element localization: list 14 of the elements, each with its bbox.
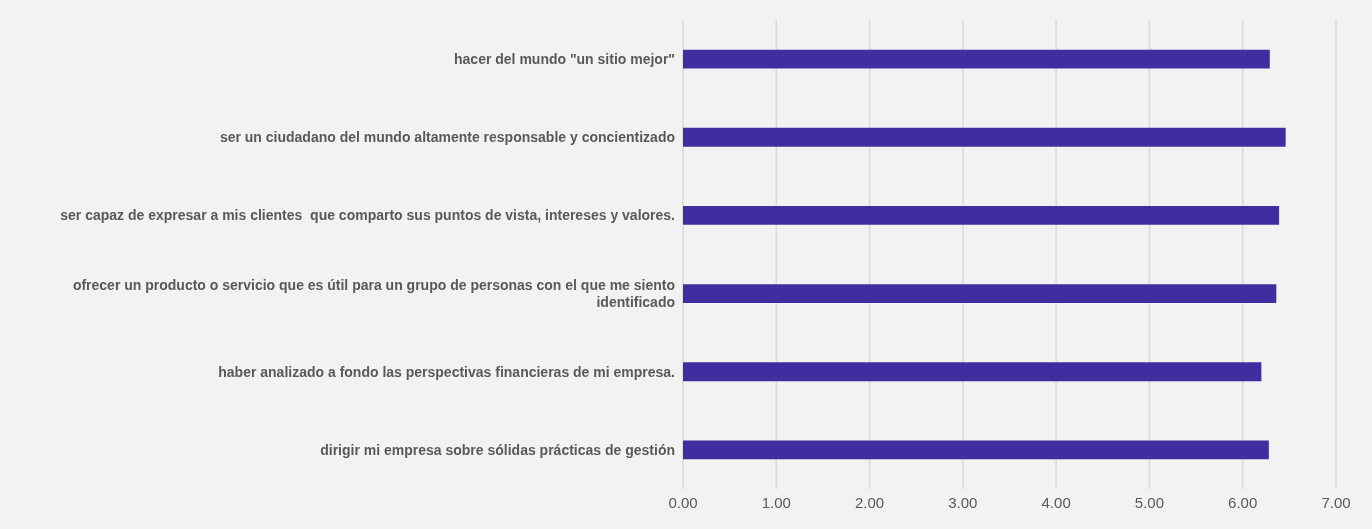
y-tick-label: dirigir mi empresa sobre sólidas prácticas de gestión xyxy=(320,441,675,458)
y-tick-label: ofrecer un producto o servicio que es útil para un grupo de personas con el que me siento identificado xyxy=(72,277,675,311)
x-tick-label: 6.00 xyxy=(1228,493,1258,511)
x-tick-label: 3.00 xyxy=(948,493,978,511)
x-tick-label: 4.00 xyxy=(1041,493,1071,511)
y-tick-label: ser un ciudadano del mundo altamente responsable y concientizado xyxy=(219,129,675,146)
x-tick-label: 7.00 xyxy=(1321,493,1351,511)
x-tick-label: 1.00 xyxy=(761,493,791,511)
y-tick-label: hacer del mundo "un sitio mejor" xyxy=(454,51,675,68)
y-tick-label: ser capaz de expresar a mis clientes que comparto sus puntos de vista, intereses y valores. xyxy=(60,207,675,224)
x-tick-label: 5.00 xyxy=(1134,493,1165,511)
x-tick-label: 2.00 xyxy=(854,493,885,511)
y-tick-label: haber analizado a fondo las perspectivas financieras de mi empresa. xyxy=(218,363,675,380)
x-tick-label: 0.00 xyxy=(668,493,698,511)
